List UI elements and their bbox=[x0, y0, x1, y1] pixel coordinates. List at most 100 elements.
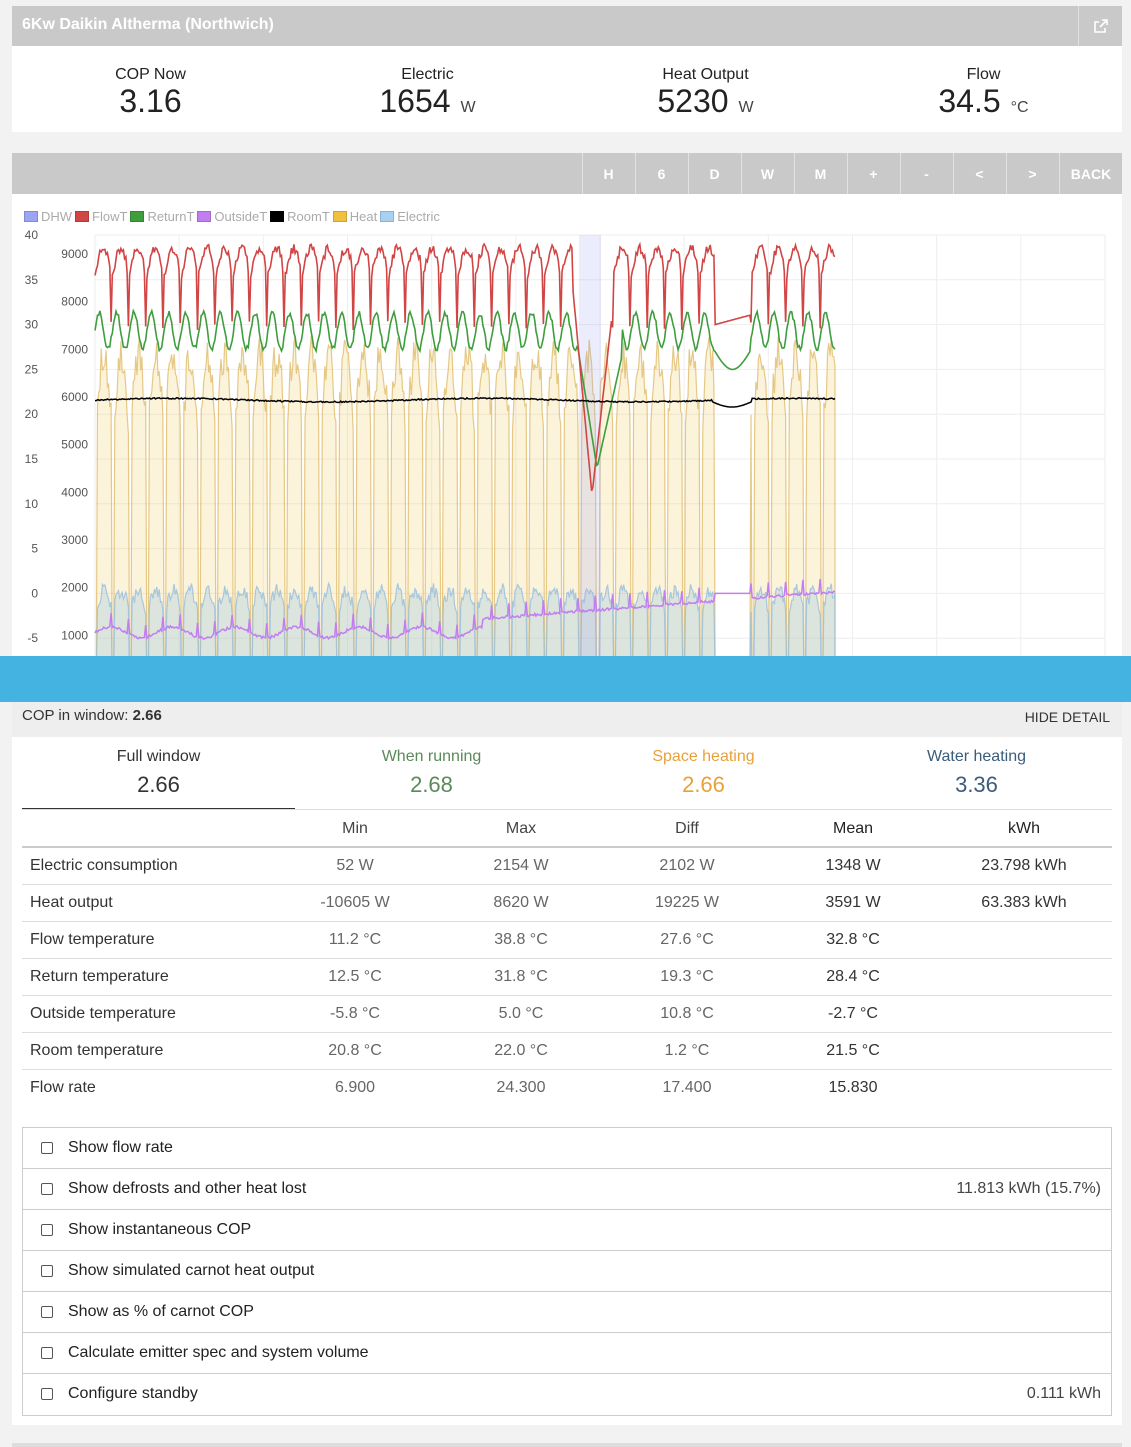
option-label[interactable]: Show simulated carnot heat output bbox=[68, 1262, 315, 1279]
tab-divider bbox=[22, 809, 1112, 810]
row-label: Flow temperature bbox=[22, 921, 272, 959]
chart-toolbar: H 6 D W M + - < > BACK bbox=[12, 153, 1122, 194]
legend-swatch bbox=[380, 211, 395, 222]
pan-right-button[interactable]: > bbox=[1006, 153, 1058, 194]
option-checkbox[interactable] bbox=[41, 1224, 53, 1236]
chart-panel: H 6 D W M + - < > BACK DHW FlowT ReturnT… bbox=[12, 153, 1122, 656]
tab-label: Space heating bbox=[652, 748, 755, 765]
table-cell: 3591 W bbox=[770, 884, 936, 922]
stat-value: 34.5 bbox=[938, 83, 1001, 119]
table-cell: 17.400 bbox=[662, 1078, 712, 1096]
series-electric-area bbox=[96, 581, 836, 656]
tab-label: Water heating bbox=[926, 748, 1026, 765]
table-cell: 1.2 °C bbox=[604, 1032, 770, 1070]
y-left-tick-label: 15 bbox=[25, 452, 39, 466]
stat-unit: W bbox=[460, 99, 476, 116]
option-checkbox[interactable] bbox=[41, 1265, 53, 1277]
table-cell: 11.2 °C bbox=[272, 921, 438, 959]
zoom-month-button[interactable]: M bbox=[794, 153, 846, 194]
back-button[interactable]: BACK bbox=[1059, 153, 1122, 194]
cop-window-value: 2.66 bbox=[132, 707, 162, 724]
legend-item-returnt[interactable]: ReturnT bbox=[130, 209, 194, 224]
cop-window-bar: COP in window: 2.66 HIDE DETAIL bbox=[12, 702, 1122, 737]
legend-item-dhw[interactable]: DHW bbox=[24, 209, 72, 224]
option-checkbox[interactable] bbox=[41, 1142, 53, 1154]
zoom-out-button[interactable]: - bbox=[900, 153, 952, 194]
tab-value: 2.66 bbox=[682, 772, 725, 797]
legend-item-electric[interactable]: Electric bbox=[380, 209, 440, 224]
y-right-tick-label: 9000 bbox=[61, 247, 88, 261]
option-row: Configure standby 0.111 kWh bbox=[23, 1374, 1111, 1415]
tab-when-running[interactable]: When running 2.68 bbox=[295, 737, 568, 810]
zoom-day-button[interactable]: D bbox=[688, 153, 740, 194]
table-cell: 21.5 °C bbox=[770, 1032, 936, 1070]
table-header bbox=[22, 811, 272, 848]
legend-label: Electric bbox=[397, 209, 440, 224]
legend-item-flowt[interactable]: FlowT bbox=[75, 209, 127, 224]
stat-label: COP Now bbox=[115, 66, 186, 83]
zoom-week-button[interactable]: W bbox=[741, 153, 793, 194]
table-cell: 22.0 °C bbox=[438, 1032, 604, 1070]
table-cell: 23.798 kWh bbox=[936, 847, 1112, 885]
series-returnt-line bbox=[94, 308, 836, 467]
tab-value: 2.68 bbox=[410, 772, 453, 797]
tab-full-window[interactable]: Full window 2.66 bbox=[22, 737, 295, 810]
legend-item-roomt[interactable]: RoomT bbox=[270, 209, 330, 224]
table-cell: 19.3 °C bbox=[604, 958, 770, 996]
legend-item-heat[interactable]: Heat bbox=[332, 209, 377, 224]
external-link-icon[interactable] bbox=[1078, 6, 1122, 46]
option-checkbox[interactable] bbox=[41, 1306, 53, 1318]
tab-space-heating[interactable]: Space heating 2.66 bbox=[567, 737, 840, 810]
option-checkbox[interactable] bbox=[41, 1347, 53, 1359]
pan-left-button[interactable]: < bbox=[953, 153, 1005, 194]
legend-item-outsidet[interactable]: OutsideT bbox=[197, 209, 267, 224]
table-cell: 8620 W bbox=[438, 884, 604, 922]
legend-swatch bbox=[197, 211, 212, 222]
option-label[interactable]: Show flow rate bbox=[68, 1139, 173, 1156]
timeseries-chart[interactable]: 40 35 30 25 20 15 10 5 0 -5 9000 8000 7000 6000 5000 40… bbox=[12, 153, 1122, 656]
stat-flow: Flow 34.5 °C bbox=[845, 46, 1122, 125]
y-right-tick-label: 5000 bbox=[61, 438, 88, 452]
table-cell: 5.0 °C bbox=[438, 995, 604, 1033]
row-label: Electric consumption bbox=[22, 847, 272, 885]
table-cell: 27.6 °C bbox=[604, 921, 770, 959]
y-right-tick-label: 1000 bbox=[61, 628, 88, 642]
table-header: Mean bbox=[770, 811, 936, 848]
table-cell: 20.8 °C bbox=[272, 1032, 438, 1070]
table-header: kWh bbox=[936, 811, 1112, 848]
option-label[interactable]: Show instantaneous COP bbox=[68, 1221, 252, 1238]
table-row: Outside temperature -5.8 °C 5.0 °C 10.8 °C -… bbox=[22, 995, 1112, 1033]
table-row: Return temperature 12.5 °C 31.8 °C 19.3 °C 2… bbox=[22, 958, 1112, 996]
legend-swatch bbox=[130, 211, 145, 222]
zoom-in-button[interactable]: + bbox=[847, 153, 899, 194]
y-left-tick-label: 25 bbox=[25, 362, 39, 376]
option-label[interactable]: Show as % of carnot COP bbox=[68, 1303, 254, 1320]
divider-bar bbox=[0, 656, 1131, 702]
y-right-tick-label: 8000 bbox=[61, 295, 88, 309]
series-outsidet-line bbox=[94, 578, 835, 641]
option-value: 11.813 kWh (15.7%) bbox=[956, 1180, 1101, 1197]
y-left-tick-label: 35 bbox=[25, 273, 39, 287]
option-label[interactable]: Configure standby bbox=[68, 1385, 198, 1402]
row-label: Heat output bbox=[22, 884, 272, 922]
live-stats: COP Now 3.16 Electric 1654 W Heat Output … bbox=[12, 46, 1122, 132]
table-cell: 10.8 °C bbox=[604, 995, 770, 1033]
option-label[interactable]: Calculate emitter spec and system volume bbox=[68, 1344, 369, 1361]
series-roomt-line bbox=[95, 396, 836, 408]
table-header: Min bbox=[272, 811, 438, 848]
zoom-6h-button[interactable]: 6 bbox=[635, 153, 687, 194]
y-left-tick-label: 10 bbox=[25, 497, 39, 511]
option-row: Show simulated carnot heat output bbox=[23, 1251, 1111, 1292]
zoom-hour-button[interactable]: H bbox=[582, 153, 634, 194]
legend-swatch bbox=[24, 211, 38, 222]
stat-value: 3.16 bbox=[119, 83, 182, 119]
table-cell: 19225 W bbox=[604, 884, 770, 922]
stat-label: Heat Output bbox=[662, 66, 749, 83]
option-checkbox[interactable] bbox=[41, 1388, 53, 1400]
tab-water-heating[interactable]: Water heating 3.36 bbox=[840, 737, 1113, 810]
option-checkbox[interactable] bbox=[41, 1183, 53, 1195]
table-cell: 31.8 °C bbox=[438, 958, 604, 996]
table-cell: 15.830 bbox=[828, 1078, 878, 1096]
hide-detail-button[interactable]: HIDE DETAIL bbox=[1024, 709, 1110, 725]
option-label[interactable]: Show defrosts and other heat lost bbox=[68, 1180, 307, 1197]
